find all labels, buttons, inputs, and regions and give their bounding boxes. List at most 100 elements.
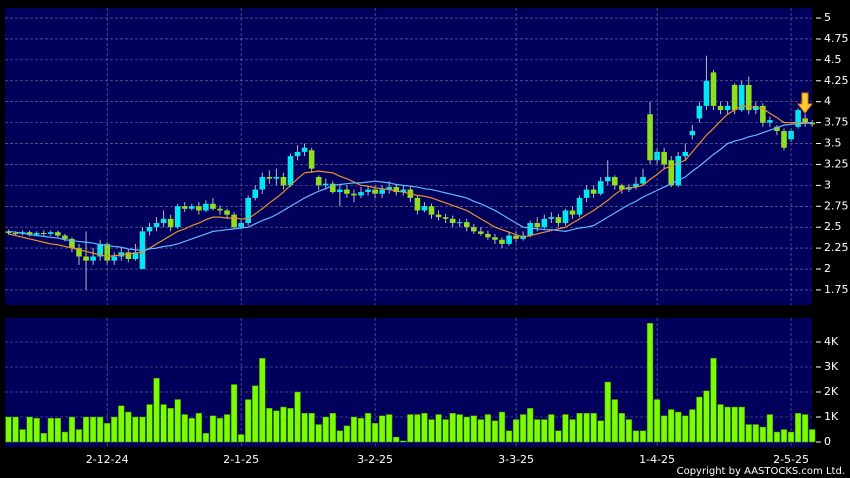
candle-body [774,126,780,131]
candle-body [83,256,89,261]
candle-body [682,151,689,157]
candle-body [12,233,19,235]
volume-bar [245,399,252,443]
volume-bar [125,411,132,443]
candle-body [548,217,555,219]
candle-body [160,218,167,224]
volume-bar [639,430,647,443]
candle-body [647,114,653,161]
candle-body [724,105,731,111]
volume-bar [315,424,322,443]
volume-bar [534,419,541,443]
volume-bar [181,414,188,443]
candle-body [245,197,251,224]
candle-body [97,243,103,257]
volume-bar [428,419,435,443]
candle-body [492,237,498,240]
volume-bar [252,385,259,443]
candle-body [69,238,75,249]
candle-body [590,189,597,194]
candle-body [809,122,815,125]
volume-bar [322,416,329,443]
volume-bar [294,391,301,443]
y-tick-label: 4.25 [824,74,849,87]
volume-bar [653,399,661,443]
candle-body [174,206,181,228]
volume-bar [766,414,774,443]
candle-body [125,252,132,259]
y-tick-label: 2K [824,385,839,398]
candle-body [471,227,477,232]
volume-bar [421,413,428,443]
plot-layer: 1.75 2 2.25 2.5 2.75 3 3.25 3.5 3.75 4 4.25 4.5 4.75… [5,8,849,466]
volume-bar [75,429,83,443]
candle-body [541,218,548,228]
volume-bar [259,358,266,443]
volume-bar [780,429,788,443]
x-tick-label: 2-12-24 [86,453,129,466]
candle-body [266,176,273,179]
volume-bar [498,411,506,443]
y-tick-label: 3.75 [824,116,849,129]
candle-body [372,189,378,194]
volume-bar [111,416,118,443]
volume-bar [787,431,795,443]
y-tick-label: 3 [824,178,831,191]
volume-bar [5,416,12,443]
volume-bar [583,413,590,443]
candle-body [555,217,562,224]
candle-body [217,208,223,211]
candle-body [111,256,118,261]
candle-body [428,206,435,215]
volume-bar [802,414,809,443]
volume-bar [40,433,47,443]
candle-body [365,189,371,193]
volume-bar [520,414,527,443]
volume-bar [724,406,731,443]
volume-bar [364,413,372,443]
volume-bar [703,390,710,443]
volume-bar [379,415,386,443]
copyright: Copyright by AASTOCKS.com Ltd. [677,466,845,477]
candle-body [104,243,110,261]
candle-body [224,210,230,215]
volume-bar [89,416,97,443]
y-tick-label: 0 [824,435,831,448]
moving-average-line [8,122,813,252]
candle-body [717,105,724,111]
candle-body [449,218,456,224]
candle-body [661,151,667,165]
candle-body [210,203,216,209]
volume-bar [167,408,174,443]
volume-bar [597,420,604,443]
x-tick-label: 3-2-25 [357,453,393,466]
volume-bar [139,416,146,443]
candle-body [562,210,569,224]
candle-body [710,72,717,106]
y-tick-label: 1K [824,410,839,423]
volume-bar [273,410,280,443]
candle-body [181,206,188,209]
volume-bar [738,406,745,443]
candle-body [696,105,703,119]
volume-bar [12,416,19,443]
volume-bar [118,405,125,443]
volume-bar [188,418,195,443]
y-tick-label: 3.25 [824,157,849,170]
candle-body [322,183,329,186]
x-tick-label: 3-3-25 [498,453,534,466]
candle-body [506,235,512,244]
volume-bar [555,430,562,443]
volume-bar [435,414,442,443]
volume-bar [104,423,111,443]
candle-body [478,231,484,234]
volume-bar [160,404,167,443]
volume-bar [329,413,336,443]
candle-body [393,187,400,193]
candle-body [689,130,696,136]
y-tick-label: 2.5 [824,220,842,233]
candle-body [273,176,280,179]
candle-body [738,84,745,111]
x-tick-label: 2-1-25 [223,453,259,466]
volume-bar [794,413,802,443]
